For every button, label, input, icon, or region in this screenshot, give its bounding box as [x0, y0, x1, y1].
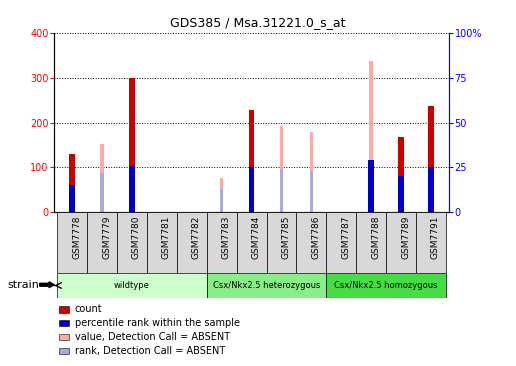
Bar	[428, 105, 433, 212]
Text: count: count	[75, 304, 103, 314]
Bar	[369, 61, 373, 212]
Text: GSM7784: GSM7784	[252, 215, 261, 259]
Text: GSM7786: GSM7786	[311, 215, 320, 259]
Bar	[117, 212, 147, 273]
Bar	[87, 212, 117, 273]
Bar	[70, 154, 75, 212]
Bar	[398, 176, 404, 212]
Text: Csx/Nkx2.5 homozygous: Csx/Nkx2.5 homozygous	[334, 281, 438, 290]
Text: GDS385 / Msa.31221.0_s_at: GDS385 / Msa.31221.0_s_at	[170, 16, 346, 30]
Text: GSM7789: GSM7789	[401, 215, 410, 259]
Bar	[57, 273, 207, 298]
Bar	[249, 110, 254, 212]
Bar	[398, 137, 404, 212]
Text: GSM7781: GSM7781	[162, 215, 171, 259]
Bar	[266, 212, 296, 273]
Text: GSM7787: GSM7787	[341, 215, 350, 259]
Text: value, Detection Call = ABSENT: value, Detection Call = ABSENT	[75, 332, 230, 342]
Bar	[100, 144, 104, 212]
Bar	[310, 171, 313, 212]
Bar	[100, 173, 104, 212]
Bar	[207, 212, 237, 273]
Text: GSM7785: GSM7785	[281, 215, 291, 259]
Bar	[368, 160, 374, 212]
Bar	[416, 212, 446, 273]
Bar	[326, 212, 356, 273]
Bar	[129, 166, 135, 212]
Bar	[220, 189, 223, 212]
Bar	[207, 273, 326, 298]
Bar	[57, 212, 87, 273]
Bar	[249, 168, 254, 212]
Bar	[220, 178, 223, 212]
Bar	[310, 132, 313, 212]
Text: Csx/Nkx2.5 heterozygous: Csx/Nkx2.5 heterozygous	[213, 281, 320, 290]
Bar	[296, 212, 326, 273]
Text: GSM7791: GSM7791	[431, 215, 440, 259]
Bar	[70, 186, 75, 212]
Bar	[326, 273, 446, 298]
Bar	[428, 168, 433, 212]
Bar	[280, 169, 283, 212]
Text: GSM7788: GSM7788	[371, 215, 380, 259]
Bar	[369, 162, 373, 212]
Bar	[280, 126, 283, 212]
Bar	[356, 212, 386, 273]
Text: rank, Detection Call = ABSENT: rank, Detection Call = ABSENT	[75, 346, 225, 356]
Text: GSM7782: GSM7782	[192, 215, 201, 259]
Bar	[386, 212, 416, 273]
Text: wildtype: wildtype	[114, 281, 150, 290]
Text: GSM7783: GSM7783	[222, 215, 231, 259]
Text: GSM7780: GSM7780	[132, 215, 141, 259]
Bar	[237, 212, 266, 273]
Bar	[177, 212, 207, 273]
Text: percentile rank within the sample: percentile rank within the sample	[75, 318, 240, 328]
Bar	[129, 78, 135, 212]
Text: GSM7778: GSM7778	[72, 215, 81, 259]
Text: strain: strain	[8, 280, 40, 291]
Text: GSM7779: GSM7779	[102, 215, 111, 259]
Bar	[147, 212, 177, 273]
